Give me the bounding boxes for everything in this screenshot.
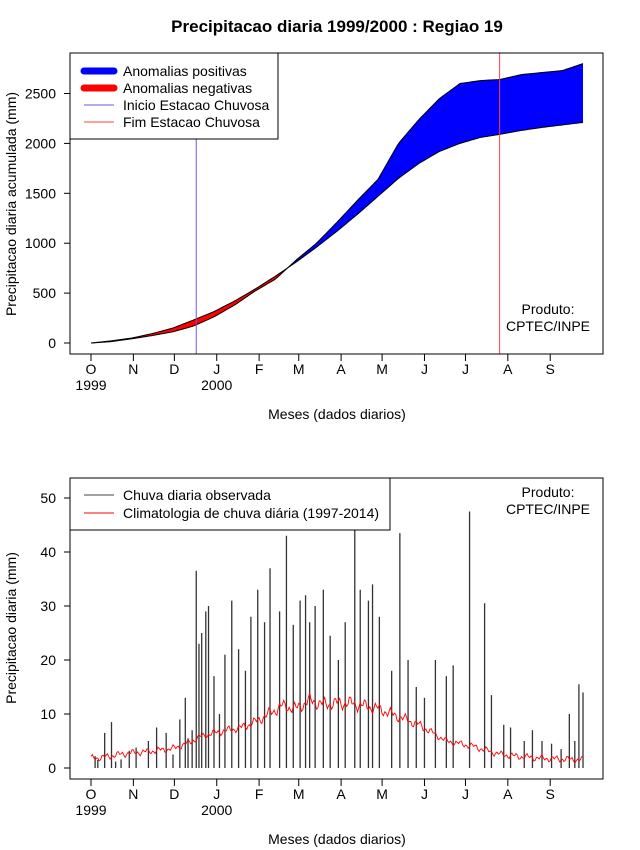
daily-month-label: A [503,786,513,802]
cumulative-year-label: 1999 [75,377,106,393]
cumulative-month-label: J [421,361,428,377]
cumulative-month-label: J [213,361,220,377]
cumulative-month-label: F [255,361,264,377]
daily-y-axis-label: Precipitacao diaria (mm) [3,552,19,704]
cumulative-x-axis: O N D J F M A M J J A S 1999 2000 [75,353,555,393]
daily-x-axis: O N D J F M A M J J A S 1999 2000 [75,778,555,818]
cumulative-product-label: Produto: [522,301,575,317]
cumulative-product-source: CPTEC/INPE [506,318,590,334]
daily-product-source: CPTEC/INPE [506,501,590,517]
cumulative-legend-box [69,52,279,140]
cumulative-month-label: M [293,361,305,377]
daily-month-label: D [169,786,179,802]
cumulative-month-label: M [376,361,388,377]
daily-year-label: 2000 [201,802,232,818]
daily-y-tick-label: 50 [40,490,56,506]
daily-month-label: A [336,786,346,802]
daily-month-label: J [213,786,220,802]
climatology-cumulative-line [90,121,584,344]
positive-anomaly-area [91,63,583,344]
daily-product-label: Produto: [522,484,575,500]
daily-y-tick-label: 0 [48,760,56,776]
cumulative-chart: Precipitacao diaria 1999/2000 : Regiao 1… [3,17,604,422]
cumulative-month-label: A [336,361,346,377]
daily-month-label: M [293,786,305,802]
daily-y-axis: 0 10 20 30 40 50 [40,490,71,776]
daily-year-label: 1999 [75,802,106,818]
chart-title: Precipitacao diaria 1999/2000 : Regiao 1… [171,17,503,36]
cumulative-month-label: O [86,361,97,377]
daily-x-axis-label: Meses (dados diarios) [268,831,406,847]
cumulative-y-tick-label: 500 [33,285,57,301]
daily-legend-box [69,477,391,531]
cumulative-month-label: N [128,361,138,377]
legend-label-positive: Anomalias positivas [123,63,247,79]
daily-month-label: J [462,786,469,802]
cumulative-legend: Anomalias positivas Anomalias negativas … [69,52,279,140]
cumulative-month-label: A [503,361,513,377]
daily-y-tick-label: 30 [40,598,56,614]
daily-plot-area [90,511,584,768]
legend-label-negative: Anomalias negativas [123,80,252,96]
daily-month-label: F [255,786,264,802]
cumulative-y-axis-label: Precipitacao diaria acumulada (mm) [3,92,19,316]
legend-label-season-start: Inicio Estacao Chuvosa [123,97,270,113]
daily-chart: 0 10 20 30 40 50 O N D J F M A M J J A S 1999 2000 Precipi… [3,477,604,847]
cumulative-y-tick-label: 1000 [25,235,56,251]
daily-y-tick-label: 10 [40,706,56,722]
climatology-daily-line [90,692,584,765]
daily-y-tick-label: 20 [40,652,56,668]
cumulative-x-axis-label: Meses (dados diarios) [268,406,406,422]
daily-month-label: J [421,786,428,802]
cumulative-y-tick-label: 1500 [25,185,56,201]
daily-month-label: M [376,786,388,802]
cumulative-plot-area [90,53,584,354]
cumulative-month-label: J [462,361,469,377]
legend-label-climatology: Climatologia de chuva diária (1997-2014) [123,505,379,521]
legend-label-observed: Chuva diaria observada [123,487,271,503]
daily-month-label: N [128,786,138,802]
daily-month-label: O [86,786,97,802]
cumulative-month-label: D [169,361,179,377]
daily-y-tick-label: 40 [40,544,56,560]
daily-legend: Chuva diaria observada Climatologia de c… [69,477,391,531]
cumulative-year-label: 2000 [201,377,232,393]
legend-label-season-end: Fim Estacao Chuvosa [123,114,260,130]
daily-month-label: S [546,786,555,802]
cumulative-y-tick-label: 2000 [25,135,56,151]
cumulative-y-tick-label: 0 [48,335,56,351]
cumulative-y-tick-label: 2500 [25,86,56,102]
cumulative-month-label: S [546,361,555,377]
observed-cumulative-line [90,63,584,344]
